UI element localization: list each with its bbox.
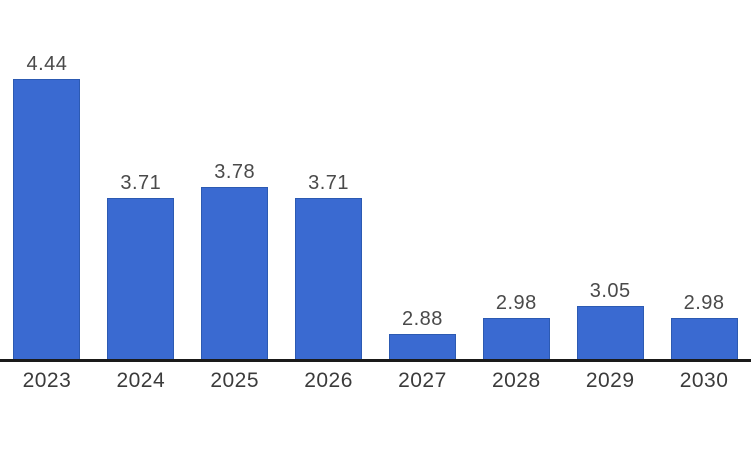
- x-tick-label: 2024: [116, 369, 166, 392]
- x-tick-label: 2026: [304, 369, 353, 392]
- bar: [295, 198, 363, 360]
- bar-group: 2.88: [376, 0, 470, 360]
- bar: [13, 78, 81, 360]
- bar-group: 3.05: [563, 0, 657, 360]
- x-tick-label: 2030: [679, 369, 729, 392]
- bar: [482, 317, 550, 360]
- bar-group: 3.71: [282, 0, 376, 360]
- bar-value-label: 3.71: [308, 172, 350, 194]
- x-tick-label: 2028: [491, 369, 541, 392]
- bar-group: 4.44: [0, 0, 94, 360]
- x-tick-label: 2029: [585, 369, 635, 392]
- bar-group: 2.98: [469, 0, 563, 360]
- bar-value-label: 2.98: [495, 291, 537, 314]
- bar-value-label: 2.88: [401, 307, 443, 330]
- bar-value-label: 3.78: [214, 160, 256, 183]
- x-axis-line: [0, 359, 751, 362]
- plot-area: 4.44 3.71 3.78 3.71 2.88 2.98 3.05 2.98: [0, 0, 751, 360]
- bar-group: 3.71: [94, 0, 188, 360]
- x-tick-label: 2027: [398, 369, 447, 392]
- x-tick-label: 2025: [210, 369, 260, 392]
- x-axis-labels: 2023 2024 2025 2026 2027 2028 2029 2030: [0, 369, 751, 393]
- bar: [201, 186, 269, 360]
- bar-value-label: 4.44: [26, 52, 68, 75]
- bar: [670, 317, 738, 360]
- bar-value-label: 3.05: [589, 280, 631, 302]
- bar-group: 3.78: [188, 0, 282, 360]
- bar-group: 2.98: [657, 0, 751, 360]
- bar: [576, 306, 644, 360]
- x-tick-label: 2023: [22, 369, 72, 392]
- bar: [388, 333, 456, 360]
- bar-value-label: 3.71: [120, 172, 162, 194]
- bar: [107, 198, 175, 360]
- bar-value-label: 2.98: [683, 291, 725, 314]
